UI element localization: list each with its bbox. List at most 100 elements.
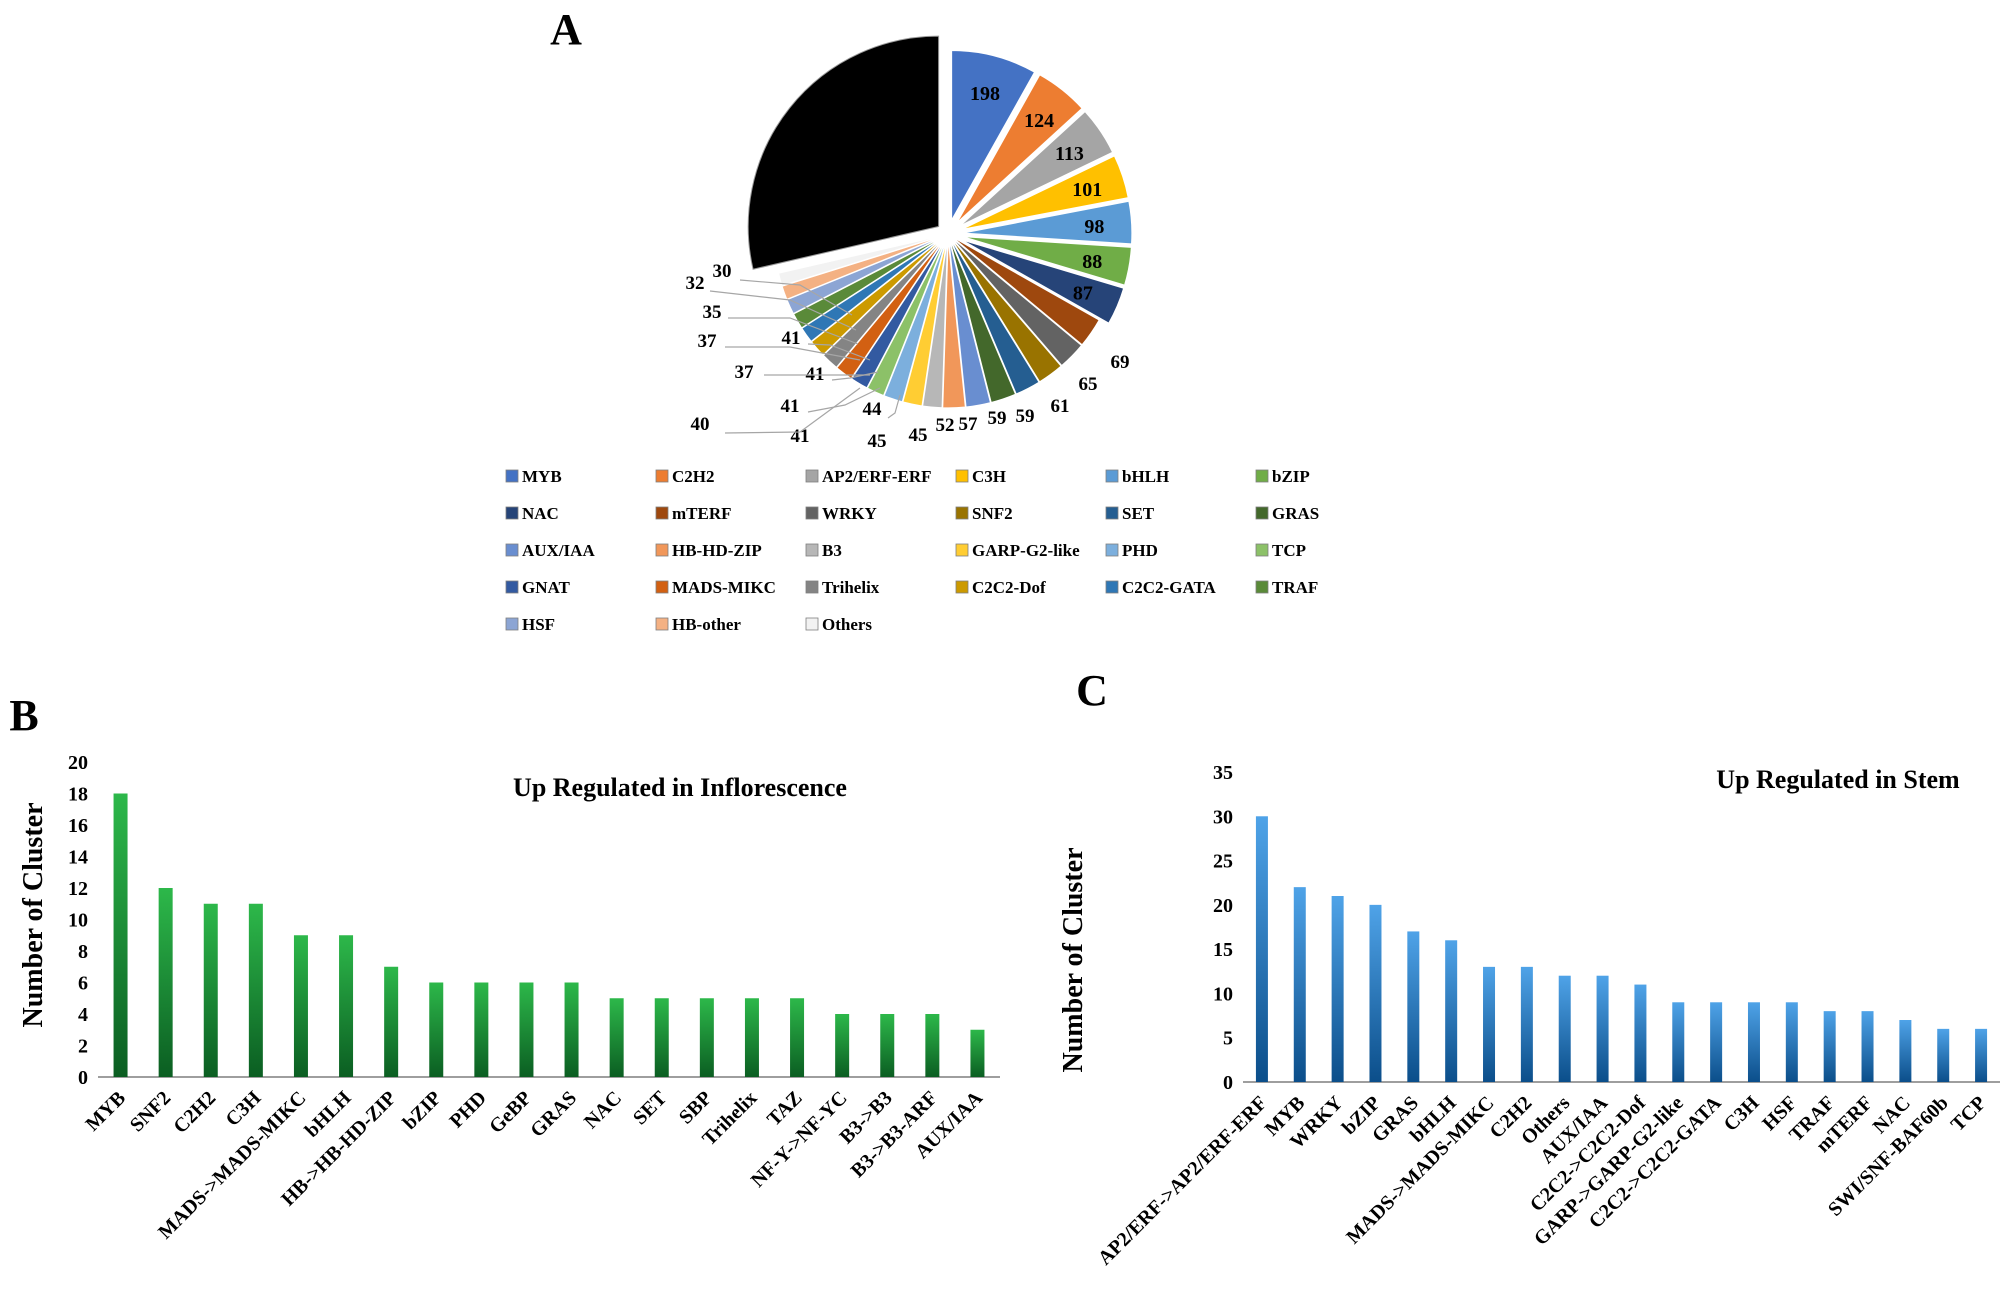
legend-swatch-traf (1255, 580, 1269, 594)
y-tick-label: 4 (78, 1004, 88, 1026)
pie-slice-wrky (950, 236, 1083, 367)
x-tick-label-bzip: bZIP (399, 1087, 446, 1134)
bar-bzip (429, 982, 444, 1077)
pie-slice-ap2-erf-erf (959, 110, 1114, 227)
legend-swatch-hsf (505, 617, 519, 631)
y-tick-label: 25 (1213, 851, 1233, 873)
pie-value-label-hb-hd-zip: 52 (936, 415, 955, 436)
panel-b: B Up Regulated in Inflorescence Number o… (9, 691, 1000, 1243)
legend-swatch-tcp (1255, 543, 1269, 557)
legend-label-garp-g2-like: GARP-G2-like (972, 541, 1080, 560)
x-tick-label-c3h: C3H (1720, 1092, 1764, 1136)
legend-swatch-hb-other (655, 617, 669, 631)
panel-b-letter: B (9, 691, 38, 740)
bar-c3h (1747, 1002, 1760, 1082)
bar-c2c2-c2c2-gata (1710, 1002, 1723, 1082)
y-tick-label: 30 (1213, 806, 1233, 828)
bar-traf (1823, 1011, 1836, 1082)
legend-swatch-b3 (805, 543, 819, 557)
x-tick-label-set: SET (629, 1087, 672, 1130)
legend-swatch-c2h2 (655, 469, 669, 483)
pie-value-label-bhlh: 98 (1084, 216, 1104, 238)
legend-swatch-set (1105, 506, 1119, 520)
pie-value-label-c3h: 101 (1072, 179, 1102, 201)
legend-swatch-c2c2-dof (955, 580, 969, 594)
legend-label-snf2: SNF2 (972, 504, 1013, 523)
pie-legend: MYB C2H2 AP2/ERF-ERF C3H bHLH bZIP NAC mTERF WRK… (505, 467, 1319, 634)
bar-nac (1899, 1020, 1912, 1082)
pie-slice-snf2 (949, 236, 1063, 383)
legend-label-b3: B3 (822, 541, 842, 560)
panel-a-letter: A (550, 5, 582, 54)
bar-nf-y-nf-yc (835, 1014, 850, 1077)
legend-swatch-ap2-erf-erf (805, 469, 819, 483)
bar-sbp (699, 998, 714, 1077)
pie-value-label-traf: 37 (698, 331, 718, 352)
pie-leader-line-traf (725, 346, 861, 361)
pie-slice-others (777, 234, 945, 287)
pie-value-label-gnat: 41 (781, 396, 800, 417)
bar-snf2 (158, 888, 173, 1077)
pie-slice-gras (948, 237, 1017, 404)
pie-slice-myb (950, 49, 1036, 223)
legend-swatch-trihelix (805, 580, 819, 594)
pie-leader-line-hb-other (709, 290, 857, 331)
y-tick-label: 0 (78, 1067, 88, 1089)
pie-slices (747, 35, 1133, 409)
y-tick-label: 14 (68, 847, 88, 869)
bar-swi-snf-baf60b (1937, 1028, 1950, 1082)
x-tick-label-phd: PHD (445, 1087, 490, 1132)
legend-label-c2c2-dof: C2C2-Dof (972, 578, 1046, 597)
panel-c-letter: C (1076, 666, 1108, 715)
pie-value-label-mterf: 69 (1111, 352, 1130, 373)
bar-aux-iaa (1596, 975, 1609, 1082)
bar-ap2-erf-ap2-erf-erf (1255, 816, 1268, 1082)
pie-value-label-hb-other: 32 (686, 273, 705, 294)
pie-value-label-nac: 87 (1073, 282, 1093, 304)
legend-label-mterf: mTERF (672, 504, 732, 523)
bar-b3-b3 (880, 1014, 895, 1077)
y-tick-label: 10 (68, 910, 88, 932)
pie-value-label-aux-iaa: 57 (959, 414, 979, 435)
legend-label-hsf: HSF (522, 615, 555, 634)
x-tick-label-tcp: TCP (1947, 1092, 1991, 1136)
bar-trihelix (744, 998, 759, 1077)
bar-set (654, 998, 669, 1077)
bar-nac (609, 998, 624, 1077)
pie-leader-line-gnat (807, 387, 881, 413)
legend-swatch-mterf (655, 506, 669, 520)
pie-slice-c2h2 (956, 73, 1084, 224)
bar-tcp (1975, 1028, 1988, 1082)
legend-swatch-snf2 (955, 506, 969, 520)
legend-swatch-gras (1255, 506, 1269, 520)
bar-c2h2 (1520, 966, 1533, 1082)
x-tick-label-snf2: SNF2 (126, 1087, 175, 1136)
bar-bhlh (339, 935, 354, 1077)
legend-label-mads-mikc: MADS-MIKC (672, 578, 776, 597)
legend-label-aux-iaa: AUX/IAA (522, 541, 595, 560)
legend-swatch-bzip (1255, 469, 1269, 483)
bar-gebp (519, 982, 534, 1077)
y-tick-label: 12 (68, 878, 88, 900)
bar-hsf (1785, 1002, 1798, 1082)
legend-swatch-myb (505, 469, 519, 483)
bar-myb (113, 793, 128, 1077)
legend-swatch-nac (505, 506, 519, 520)
y-tick-label: 6 (78, 973, 88, 995)
legend-label-ap2-erf-erf: AP2/ERF-ERF (822, 467, 932, 486)
legend-swatch-aux-iaa (505, 543, 519, 557)
legend-label-gras: GRAS (1272, 504, 1319, 523)
legend-label-c2h2: C2H2 (672, 467, 715, 486)
bar-b3-b3-arf (925, 1014, 940, 1077)
legend-label-hb-hd-zip: HB-HD-ZIP (672, 541, 762, 560)
pie-value-label-others: 30 (713, 261, 732, 282)
legend-label-traf: TRAF (1272, 578, 1318, 597)
legend-label-tcp: TCP (1272, 541, 1306, 560)
bar-bhlh (1445, 940, 1458, 1082)
x-tick-label-ap2-erf-ap2-erf-erf: AP2/ERF->AP2/ERF-ERF (1094, 1092, 1272, 1270)
pie-leader-line-mads-mikc (831, 371, 879, 381)
pie-slice-bhlh (961, 200, 1133, 245)
legend-swatch-garp-g2-like (955, 543, 969, 557)
bar-bzip (1369, 904, 1382, 1082)
